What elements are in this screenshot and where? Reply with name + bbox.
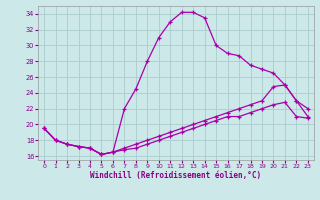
X-axis label: Windchill (Refroidissement éolien,°C): Windchill (Refroidissement éolien,°C) — [91, 171, 261, 180]
